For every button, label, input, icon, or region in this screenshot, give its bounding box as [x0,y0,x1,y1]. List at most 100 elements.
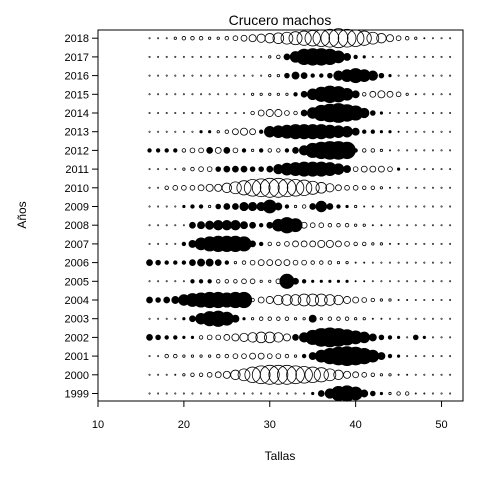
bubble-point [182,335,186,339]
bubble-point [414,280,417,283]
bubble-point [206,147,214,154]
bubble-point [440,224,443,227]
bubble-point [423,55,426,58]
bubble-point [249,278,256,285]
bubble-point [315,200,328,213]
bubble-point [148,373,151,376]
bubble-point [157,93,160,96]
bubble-point [182,317,186,321]
y-tick-label: 2008 [65,220,89,232]
bubble-point [369,90,377,98]
bubble-point [377,90,386,99]
bubble-point [248,201,258,212]
bubble-point [260,392,263,395]
bubble-point [362,317,366,321]
bubble-point [396,167,401,171]
bubble-point [360,165,368,173]
bubble-point [312,29,331,47]
bubble-point [240,34,248,42]
bubble-point [289,294,302,306]
bubble-point [379,242,384,246]
bubble-point [423,93,426,96]
bubble-point [251,178,271,198]
bubble-point [191,74,194,77]
bubble-point [352,166,359,172]
bubble-point [306,293,320,307]
bubble-point [217,392,220,395]
bubble-point [319,260,324,265]
bubble-point [292,334,299,341]
bubble-point [291,71,300,80]
bubble-point [182,112,185,115]
bubble-point [174,224,177,227]
bubble-point [340,87,354,101]
bubble-point [371,242,375,246]
bubble-point [225,392,228,395]
bubble-point [343,52,352,61]
bubble-point [440,112,443,115]
bubble-point [406,317,409,320]
bubble-point [208,392,211,395]
bubble-point [189,221,196,229]
bubble-point [431,112,434,115]
bubble-point [189,147,196,154]
bubble-point [276,148,281,153]
bubble-point [236,180,252,196]
bubble-point [325,239,334,248]
x-axis: 10 20 30 40 50 [92,401,448,431]
bubble-point [293,354,298,358]
bubble-point [174,130,177,133]
bubble-point [205,183,214,192]
bubble-point [182,130,185,133]
bubble-point [370,148,376,153]
bubble-point [206,372,213,378]
bubble-point [352,371,360,379]
bubble-point [440,298,443,301]
bubble-point [406,280,409,283]
bubble-point [250,297,255,303]
bubble-point [414,186,417,189]
bubble-point [440,149,443,152]
bubble-point [362,55,366,59]
bubble-point [199,130,203,134]
bubble-point [388,391,392,396]
bubble-point [148,93,151,96]
bubble-point [284,148,290,153]
bubble-point [165,317,168,320]
bubble-point [406,373,409,376]
bubble-point [250,110,255,116]
bubble-point [414,36,418,40]
bubble-point [414,317,417,320]
bubble-point [327,72,333,79]
bubble-point [346,29,365,47]
bubble-point [198,36,204,41]
bubble-point [173,353,178,359]
bubble-point [344,185,350,191]
bubble-point [216,279,221,284]
bubble-point [181,36,187,41]
bubble-point [397,130,400,133]
bubble-point [363,280,366,283]
bubble-point [182,204,186,209]
bubble-point [223,334,231,341]
bubble-point [284,241,290,247]
bubble-point [295,366,313,384]
bubble-point [267,148,272,153]
bubble-point [326,203,334,210]
bubble-point [157,242,160,245]
bubble-point [431,93,434,96]
bubble-point [370,297,376,303]
bubble-point [414,242,417,245]
bubble-point [165,392,168,395]
bubble-point [157,224,160,227]
bubble-point [276,54,281,60]
bubble-point [343,370,352,379]
bubble-point [351,127,360,136]
bubble-point [174,205,177,208]
bubble-point [237,368,251,382]
bubble-point [353,54,358,60]
bubble-point [318,222,325,228]
bubble-point [431,186,434,189]
bubble-point [379,130,384,134]
bubble-point [440,93,443,96]
